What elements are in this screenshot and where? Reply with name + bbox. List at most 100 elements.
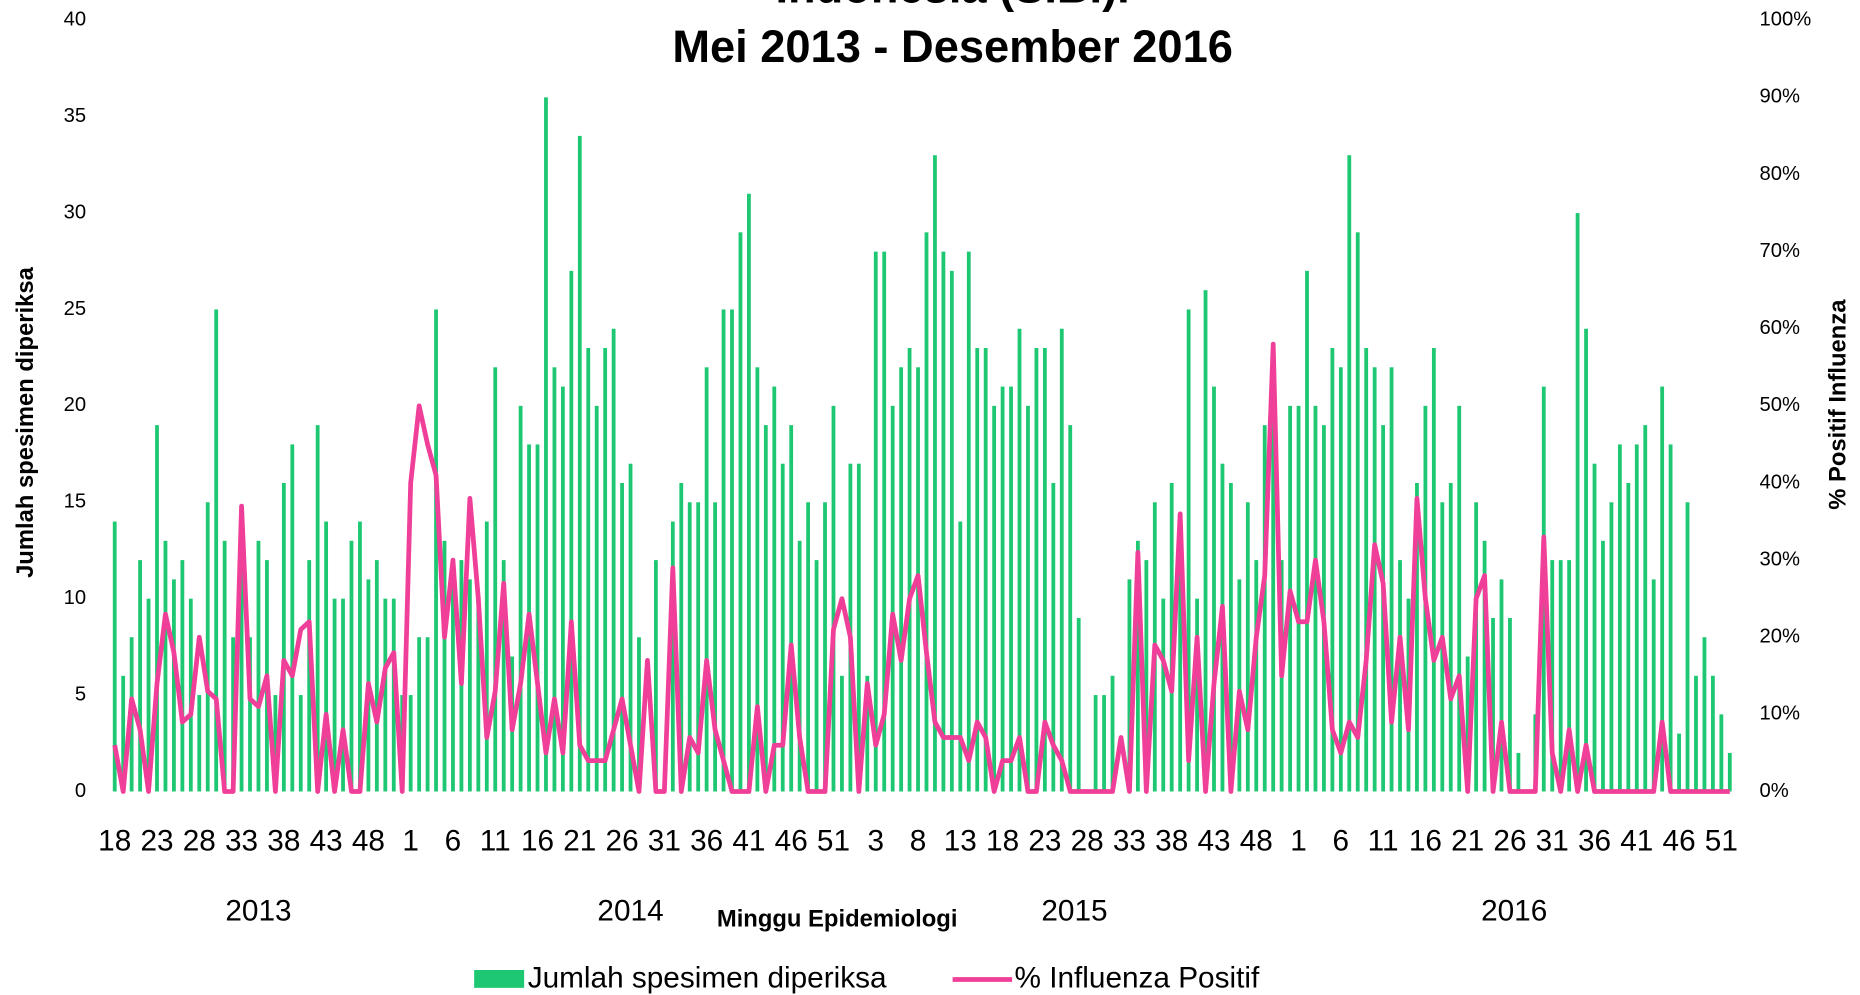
bar (138, 560, 142, 792)
bar (840, 675, 844, 792)
bar (1584, 328, 1588, 792)
bar (1195, 598, 1199, 792)
year-label: 2013 (225, 895, 291, 928)
y-tick-label: 40 (64, 9, 86, 31)
bar (1110, 675, 1115, 792)
bar (518, 405, 523, 792)
y-tick-label: 20 (64, 394, 86, 416)
bar (290, 444, 295, 792)
bar (1389, 367, 1394, 792)
bar (1431, 348, 1436, 792)
bar (1330, 348, 1335, 792)
bar (180, 560, 185, 792)
y2-tick-label: 70% (1760, 240, 1800, 262)
bar (1398, 560, 1402, 792)
bar (358, 521, 362, 792)
y2-tick-label: 30% (1760, 548, 1800, 570)
bar (1415, 482, 1419, 792)
chart-title: Mei 2013 - Desember 2016 (672, 21, 1233, 72)
x-tick-label: 43 (1197, 825, 1230, 858)
y-tick-label: 10 (64, 587, 86, 609)
bar (704, 367, 709, 792)
x-tick-label: 51 (817, 825, 850, 858)
y-tick-label: 15 (64, 491, 86, 513)
bar (958, 521, 963, 792)
bar (983, 348, 988, 792)
x-tick-label: 38 (267, 825, 300, 858)
bar (1135, 540, 1140, 792)
y2-tick-label: 40% (1760, 471, 1800, 493)
x-tick-label: 23 (140, 825, 173, 858)
bar (823, 502, 827, 792)
bar (933, 155, 937, 792)
bar (1651, 579, 1656, 792)
bar (391, 598, 396, 792)
bar (1727, 752, 1732, 792)
x-tick-label: 28 (183, 825, 216, 858)
y-tick-label: 30 (64, 201, 86, 223)
bar (163, 540, 168, 792)
bar (594, 405, 599, 792)
y2-tick-label: 90% (1760, 86, 1800, 108)
x-tick-label: 11 (1368, 825, 1399, 858)
bar (603, 348, 608, 792)
bar (1305, 270, 1309, 792)
x-tick-label: 48 (352, 825, 385, 858)
bar (696, 502, 701, 792)
y2-tick-label: 60% (1760, 317, 1800, 339)
bar (256, 540, 261, 792)
bar (780, 463, 785, 792)
bar (332, 598, 337, 792)
bar (1609, 502, 1614, 792)
x-tick-label: 11 (480, 825, 511, 858)
bar (1051, 482, 1056, 792)
bar (112, 521, 117, 792)
legend-label: % Influenza Positif (1015, 961, 1260, 994)
bar (966, 251, 971, 792)
bar (467, 579, 472, 792)
bar (586, 348, 591, 792)
bar (755, 367, 760, 792)
bar (1245, 502, 1250, 792)
x-tick-label: 33 (1113, 825, 1146, 858)
line (112, 341, 1730, 794)
bar (620, 482, 624, 792)
bar (442, 540, 447, 792)
bar (417, 637, 422, 792)
bar (772, 386, 777, 792)
x-tick-label: 31 (648, 825, 681, 858)
x-tick-label: 41 (732, 825, 765, 858)
bar (172, 579, 176, 792)
bar (653, 560, 658, 792)
y2-tick-label: 20% (1760, 626, 1800, 648)
bar (1102, 695, 1106, 792)
bar (1059, 328, 1064, 792)
bar (569, 270, 574, 792)
bar (1042, 348, 1047, 792)
bar (281, 482, 286, 792)
bar (1634, 444, 1639, 792)
bar (1448, 482, 1453, 792)
bar (501, 560, 506, 792)
x-tick-label: 38 (1155, 825, 1188, 858)
y2-tick-label: 10% (1760, 703, 1800, 725)
bar (484, 521, 489, 792)
y-tick-label: 0 (75, 780, 86, 802)
bar (1186, 309, 1191, 792)
bar (493, 367, 498, 792)
bar (577, 135, 582, 792)
x-tick-label: 21 (563, 825, 596, 858)
bar (637, 637, 641, 792)
bar (1499, 579, 1504, 792)
bar (611, 328, 616, 792)
bar (1347, 155, 1352, 792)
x-tick-label: 21 (1451, 825, 1484, 858)
bar (434, 309, 438, 792)
bar (941, 251, 946, 792)
x-tick-label: 6 (1333, 825, 1350, 858)
bar (1719, 714, 1724, 792)
bar (992, 405, 997, 792)
bar (214, 309, 219, 792)
x-tick-label: 18 (986, 825, 1019, 858)
bar (1144, 560, 1149, 792)
